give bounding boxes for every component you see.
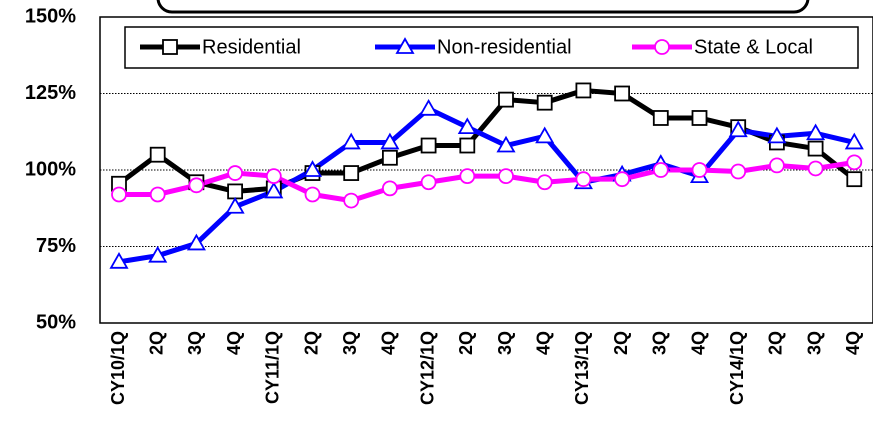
data-point [806,123,826,141]
data-point [844,132,864,150]
data-point [459,137,476,154]
x-tick-label: CY11/1Q [263,331,283,404]
y-tick-label: 125% [25,82,76,104]
data-point [302,160,323,177]
data-point [691,162,708,178]
x-tick-label: 2Q [301,331,321,355]
x-tick-label: 2Q [456,331,476,355]
data-point [265,168,282,185]
x-tick-label: CY14/1Q [727,331,747,405]
data-point [380,132,400,150]
y-tick-label: 150% [25,5,76,27]
legend-label: State & Local [694,36,813,58]
x-tick-label: CY10/1Q [108,331,128,405]
legend-marker [162,39,178,55]
legend-label: Residential [202,36,301,58]
data-point [652,110,669,126]
x-tick-label: 3Q [804,331,824,355]
data-point [381,180,398,197]
data-point [769,157,785,174]
data-point [498,91,514,108]
y-tick-label: 50% [36,311,76,333]
data-point [575,171,592,188]
data-point [846,171,863,188]
x-tick-label: CY12/1Q [417,331,437,405]
x-tick-label: 4Q [533,331,553,355]
data-point [111,186,127,203]
data-point [227,183,244,200]
data-point [614,171,630,188]
legend: Residential Non-residential State & Local [124,26,859,69]
y-tick-label: 75% [36,235,76,257]
data-point [149,186,166,203]
data-point [343,165,360,181]
x-tick-label: 3Q [650,331,670,355]
x-tick-label: 3Q [185,331,205,355]
data-point [728,120,748,138]
data-point [341,132,361,150]
legend-marker [395,37,415,54]
data-point [536,174,553,191]
x-tick-label: 2Q [766,331,786,355]
data-point [457,117,477,135]
y-tick-label: 100% [25,158,76,180]
legend-marker [654,39,670,55]
data-point [459,168,476,185]
legend-label: Non-residential [437,36,572,58]
x-tick-label: 2Q [146,331,166,355]
x-tick-label: 4Q [379,331,399,355]
data-point [652,162,669,178]
data-point [264,181,284,199]
data-point [420,137,437,154]
x-tick-label: 4Q [843,331,863,355]
x-tick-label: 4Q [224,331,244,355]
x-tick-label: CY13/1Q [572,331,592,405]
data-point [343,192,360,209]
data-point [807,160,824,177]
x-tick-label: 3Q [495,331,515,355]
data-point [420,174,437,191]
data-point [381,149,398,166]
data-point [614,85,630,102]
data-point [227,165,244,181]
data-point [536,94,553,111]
x-tick-label: 4Q [688,331,708,355]
data-point [225,196,245,214]
series-line [118,106,855,265]
title-box [156,0,810,14]
data-point [730,163,747,180]
data-point [846,154,863,171]
data-point [575,82,592,99]
x-tick-label: 3Q [340,331,360,355]
data-point [807,140,824,157]
data-point [109,251,129,269]
data-point [188,177,205,194]
data-point [535,126,555,144]
x-tick-label: 2Q [611,331,631,355]
data-point [767,126,787,144]
data-point [304,186,321,203]
legend-box [124,26,859,69]
data-point [419,98,439,116]
data-point [496,135,516,153]
data-point [691,110,708,126]
data-point [186,233,206,251]
data-point [498,168,514,185]
data-point [148,245,168,263]
data-point [149,146,166,163]
